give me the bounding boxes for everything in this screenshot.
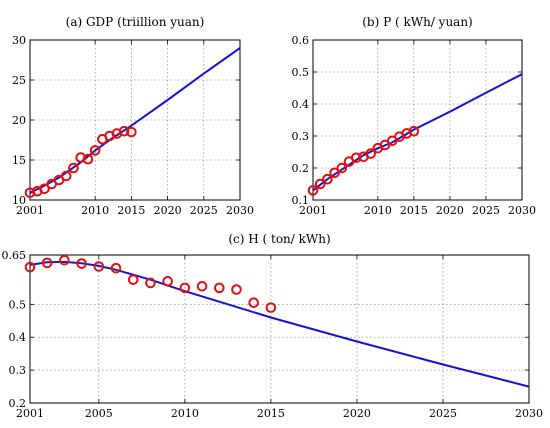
- chart-h-observed-point: [248, 297, 259, 308]
- chart-h-ytick-label: 0.65: [2, 249, 27, 262]
- chart-gdp: (a) GDP (triillion yuan)2001 2010 2015 2020…: [12, 15, 254, 217]
- chart-p: (b) P ( kWh/ yuan) 2001 2010 2015 2020 2025 20…: [292, 15, 537, 217]
- chart-gdp-xtick-label: 2030: [226, 204, 254, 217]
- chart-gdp-observed-point: [118, 125, 130, 137]
- chart-h-observed-point: [265, 302, 277, 313]
- chart-h-model-line: [29, 260, 530, 388]
- chart-p-ytick-label: 0.6: [292, 34, 310, 47]
- chart-p-title: (b) P ( kWh/ yuan): [362, 15, 473, 29]
- chart-h-title: (c) H ( ton/ kWh): [228, 232, 330, 246]
- chart-p-xtick-label: 2015: [400, 204, 428, 217]
- chart-p-ytick-label: 0.5: [292, 66, 310, 79]
- chart-h-ytick-label: 0.2: [9, 397, 27, 410]
- chart-p-ytick-label: 0.4: [292, 98, 310, 111]
- chart-gdp-observed-point: [24, 187, 36, 199]
- chart-h-observed-point: [179, 282, 191, 294]
- chart-gdp-observed-point: [60, 170, 72, 182]
- chart-gdp-title: (a) GDP (triillion yuan): [66, 15, 205, 29]
- chart-h-observed-point: [76, 258, 87, 269]
- chart-h-observed-point: [162, 276, 173, 287]
- chart-h-observed-point: [127, 274, 139, 285]
- chart-gdp-observed-point: [89, 145, 101, 156]
- chart-p-ytick-label: 0.2: [292, 162, 310, 175]
- chart-gdp-xtick-label: 2010: [81, 204, 109, 217]
- chart-h-xtick-label: 2001: [16, 407, 44, 420]
- chart-gdp-observed-point: [82, 153, 94, 165]
- chart-gdp-xtick-label: 2015: [117, 204, 145, 217]
- chart-h-xtick-label: 2025: [429, 407, 457, 420]
- chart-gdp-xtick-label: 2025: [190, 204, 218, 217]
- chart-h-observed-point: [41, 257, 53, 269]
- chart-gdp-model-line: [29, 47, 241, 194]
- chart-p-xtick-label: 2030: [508, 204, 536, 217]
- chart-p-ytick-label: 0.3: [292, 130, 310, 143]
- chart-h-observed-point: [110, 262, 122, 274]
- chart-gdp-observed-point: [126, 126, 137, 138]
- chart-p-observed-point: [350, 152, 362, 164]
- chart-h-xtick-label: 2015: [257, 407, 285, 420]
- chart-gdp-observed-point: [68, 162, 79, 174]
- chart-p-observed-point: [329, 167, 340, 179]
- chart-p-observed-point: [336, 162, 348, 174]
- chart-p-observed-point: [314, 178, 326, 190]
- chart-gdp-xtick-label: 2001: [16, 204, 44, 217]
- chart-gdp-ytick-label: 30: [12, 34, 26, 47]
- chart-p-xtick-label: 2025: [472, 204, 500, 217]
- chart-h-observed-point: [93, 261, 105, 272]
- chart-gdp-ytick-label: 25: [12, 74, 26, 87]
- chart-p-xtick-label: 2010: [364, 204, 392, 217]
- chart-h-observed-point: [59, 254, 70, 266]
- chart-p-observed-point: [365, 148, 376, 159]
- chart-h-observed-point: [231, 284, 242, 295]
- chart-gdp-ytick-label: 10: [12, 194, 26, 207]
- chart-gdp-xtick-label: 2020: [154, 204, 182, 217]
- chart-h: (c) H ( ton/ kWh) 2001 2005 2010 2015 2020 202…: [2, 232, 544, 420]
- chart-p-xtick-label: 2020: [436, 204, 464, 217]
- chart-p-observed-point: [408, 125, 420, 137]
- chart-h-ytick-label: 0.4: [9, 331, 27, 344]
- chart-gdp-observed-point: [39, 183, 50, 195]
- chart-gdp-ytick-label: 15: [12, 154, 26, 167]
- chart-h-observed-point: [24, 261, 36, 273]
- chart-p-ytick-label: 0.1: [292, 194, 310, 207]
- chart-h-ytick-label: 0.5: [9, 298, 27, 311]
- chart-p-model-line: [312, 73, 523, 192]
- chart-h-xtick-label: 2020: [343, 407, 371, 420]
- chart-p-observed-point: [307, 185, 319, 196]
- chart-gdp-ytick-label: 20: [12, 114, 26, 127]
- chart-h-observed-point: [145, 277, 156, 289]
- chart-h-frame: [29, 254, 530, 404]
- chart-h-xtick-label: 2005: [85, 407, 113, 420]
- chart-h-xtick-label: 2010: [171, 407, 199, 420]
- chart-gdp-observed-point: [75, 152, 86, 163]
- chart-p-observed-point: [322, 173, 333, 185]
- chart-h-xtick-label: 2030: [515, 407, 543, 420]
- chart-p-xtick-label: 2001: [299, 204, 327, 217]
- chart-h-ytick-label: 0.3: [9, 364, 27, 377]
- chart-h-observed-point: [213, 282, 225, 294]
- chart-p-frame: [312, 39, 523, 201]
- chart-h-observed-point: [196, 280, 208, 292]
